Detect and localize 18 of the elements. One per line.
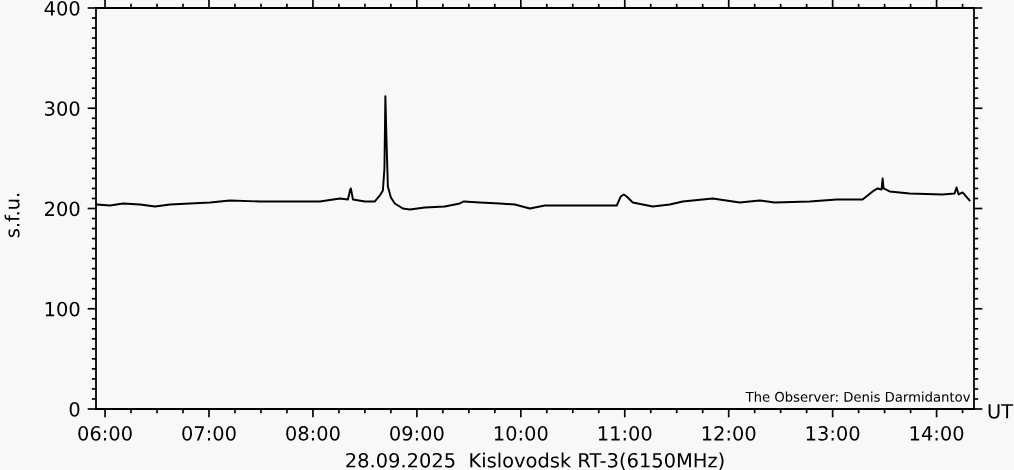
y-tick-label: 200 [45, 201, 80, 217]
x-tick-label: 09:00 [390, 426, 444, 441]
x-tick-label: 06:00 [78, 426, 132, 441]
x-tick-label: 11:00 [598, 426, 652, 441]
y-tick-label: 100 [45, 301, 80, 317]
x-tick-label: 12:00 [702, 426, 756, 441]
x-tick-label: 13:00 [806, 426, 860, 441]
x-tick-label: 08:00 [286, 426, 340, 441]
x-tick-label: 07:00 [182, 426, 236, 441]
x-axis-title: UT [988, 404, 1014, 419]
text: 28.09.2025 Kislovodsk RT-3(6150MHz) [346, 452, 724, 470]
annotation: The Observer: Denis Darmidantov [745, 391, 971, 402]
x-tick-label: 14:00 [910, 426, 964, 441]
y-tick-label: 400 [44, 0, 80, 16]
y-axis-title: s.f.u. [4, 193, 20, 238]
y-tick-label: 0 [69, 401, 80, 417]
x-tick-label: 10:00 [494, 426, 548, 441]
y-tick-label: 300 [45, 101, 80, 116]
